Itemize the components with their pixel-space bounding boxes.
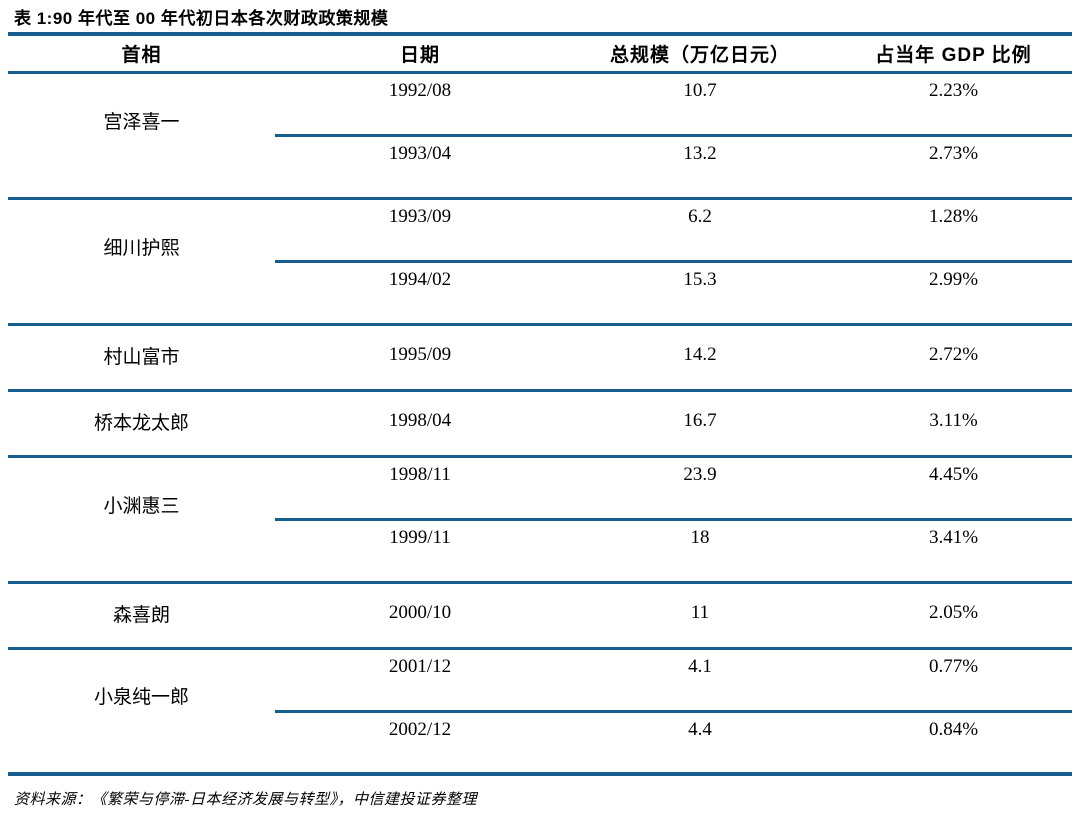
scale-cell: 13.2 <box>565 133 835 198</box>
scale-cell: 23.9 <box>565 454 835 519</box>
date-cell: 2001/12 <box>275 646 565 711</box>
table-title: 表 1:90 年代至 00 年代初日本各次财政政策规模 <box>14 9 389 28</box>
scale-cell: 10.7 <box>683 79 717 101</box>
pm-name-cell: 小泉纯一郎 <box>8 646 275 774</box>
gdp-ratio-cell: 0.84% <box>835 709 1072 774</box>
column-header-gdp: 占当年 GDP 比例 <box>835 34 1072 74</box>
scale-cell: 4.1 <box>565 646 835 711</box>
gdp-ratio-cell: 4.45% <box>835 454 1072 519</box>
scale-cell: 15.3 <box>565 259 835 324</box>
date-cell: 1992/08 <box>388 79 452 101</box>
scale-cell: 6.2 <box>565 196 835 261</box>
table-row: 1993/04 13.2 2.73% <box>8 133 1072 198</box>
table-header: 首相 日期 总规模（万亿日元） 占当年 GDP 比例 <box>8 34 1072 74</box>
pm-name-cell: 宫泽喜一 <box>103 111 180 133</box>
column-header-pm: 首相 <box>8 34 275 74</box>
date-cell: 1999/11 <box>275 517 565 582</box>
table-row: 1994/02 15.3 2.99% <box>8 259 1072 324</box>
table-row: 桥本龙太郎 1998/04 16.7 3.11% <box>8 388 1072 456</box>
source-note: 资料来源：《繁荣与停滞-日本经济发展与转型》，中信建投证券整理 <box>14 792 477 808</box>
table-row: 小泉纯一郎 2001/12 4.1 0.77% <box>8 646 1072 774</box>
gdp-ratio-cell: 2.73% <box>835 133 1072 198</box>
scale-cell: 4.4 <box>565 709 835 774</box>
pm-name-cell: 村山富市 <box>8 322 275 390</box>
date-cell: 2002/12 <box>275 709 565 774</box>
gdp-ratio-cell: 1.28% <box>835 196 1072 261</box>
column-header-date: 日期 <box>275 34 565 74</box>
gdp-ratio-cell: 2.72% <box>835 322 1072 390</box>
fiscal-policy-table: 首相 日期 总规模（万亿日元） 占当年 GDP 比例 宫泽喜一 1992/08 10… <box>8 32 1072 776</box>
date-cell: 1993/09 <box>275 196 565 261</box>
table-row: 小渊惠三 1998/11 23.9 4.45% <box>8 454 1072 582</box>
date-cell: 1998/04 <box>275 388 565 456</box>
table-row: 宫泽喜一 1992/08 10.7 2.23% <box>8 72 1072 135</box>
table-row: 1999/11 18 3.41% <box>8 517 1072 582</box>
pm-name-cell: 桥本龙太郎 <box>8 388 275 456</box>
date-cell: 1998/11 <box>275 454 565 519</box>
table-row: 2002/12 4.4 0.84% <box>8 709 1072 774</box>
gdp-ratio-cell: 2.05% <box>835 580 1072 648</box>
scale-cell: 11 <box>565 580 835 648</box>
table-body: 宫泽喜一 1992/08 10.7 2.23% 1993/04 13.2 2.73% 细川护熙… <box>8 72 1072 774</box>
scale-cell: 16.7 <box>565 388 835 456</box>
scale-cell: 14.2 <box>565 322 835 390</box>
gdp-ratio-cell: 0.77% <box>835 646 1072 711</box>
date-cell: 1995/09 <box>275 322 565 390</box>
date-cell: 1993/04 <box>275 133 565 198</box>
gdp-ratio-cell: 2.23% <box>928 79 979 101</box>
table-row: 细川护熙 1993/09 6.2 1.28% <box>8 196 1072 324</box>
scale-cell: 18 <box>565 517 835 582</box>
pm-name-cell: 小渊惠三 <box>8 454 275 582</box>
header-row: 首相 日期 总规模（万亿日元） 占当年 GDP 比例 <box>8 34 1072 74</box>
table-row: 村山富市 1995/09 14.2 2.72% <box>8 322 1072 390</box>
gdp-ratio-cell: 3.11% <box>835 388 1072 456</box>
pm-name-cell: 森喜朗 <box>8 580 275 648</box>
date-cell: 1994/02 <box>275 259 565 324</box>
gdp-ratio-cell: 3.41% <box>835 517 1072 582</box>
table-row: 森喜朗 2000/10 11 2.05% <box>8 580 1072 648</box>
pm-name-cell: 细川护熙 <box>8 196 275 324</box>
gdp-ratio-cell: 2.99% <box>835 259 1072 324</box>
date-cell: 2000/10 <box>275 580 565 648</box>
column-header-scale: 总规模（万亿日元） <box>565 34 835 74</box>
